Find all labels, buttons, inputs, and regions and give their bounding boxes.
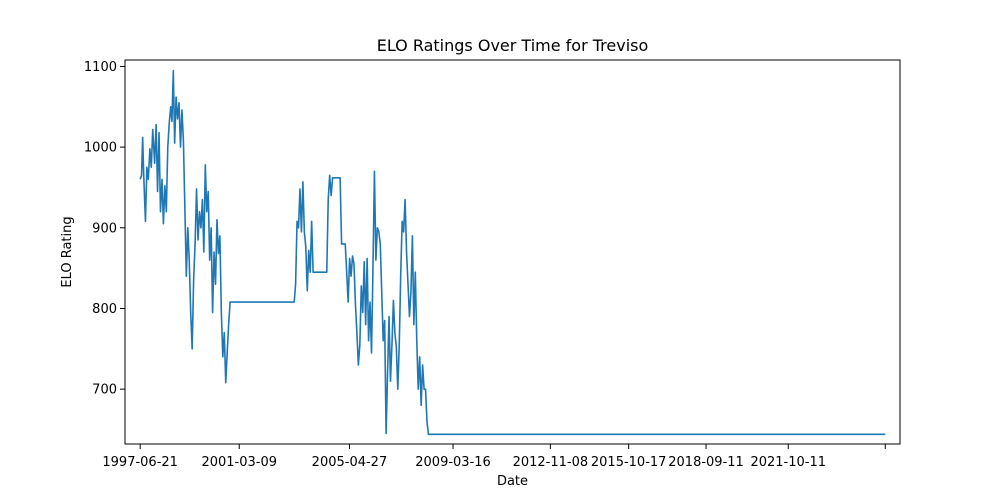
y-tick-label: 700 (92, 383, 117, 398)
x-tick-label: 2005-04-27 (312, 455, 388, 470)
chart-title: ELO Ratings Over Time for Treviso (377, 36, 649, 55)
x-tick-label: 2018-09-11 (668, 455, 744, 470)
plot-area: 1997-06-21 2001-03-09 2005-04-27 2009-03-16… (84, 59, 901, 470)
x-tick-label: 2001-03-09 (201, 455, 277, 470)
x-tick-label: 1997-06-21 (102, 455, 178, 470)
series-line-treviso (139, 69, 886, 436)
y-tick-label: 900 (92, 221, 117, 236)
x-axis-label: Date (497, 474, 528, 489)
y-tick-label: 1100 (84, 60, 117, 75)
x-tick-label: 2021-10-11 (750, 455, 826, 470)
plot-frame (124, 59, 901, 445)
series-layer (139, 69, 886, 436)
x-tick-label: 2009-03-16 (415, 455, 491, 470)
y-tick-label: 1000 (84, 141, 117, 156)
x-tick-label: 2012-11-08 (513, 455, 589, 470)
x-tick-label: 2015-10-17 (591, 455, 667, 470)
y-tick-label: 800 (92, 302, 117, 317)
y-axis-label: ELO Rating (60, 216, 75, 287)
axis-layer: 1997-06-21 2001-03-09 2005-04-27 2009-03-16… (84, 60, 886, 470)
